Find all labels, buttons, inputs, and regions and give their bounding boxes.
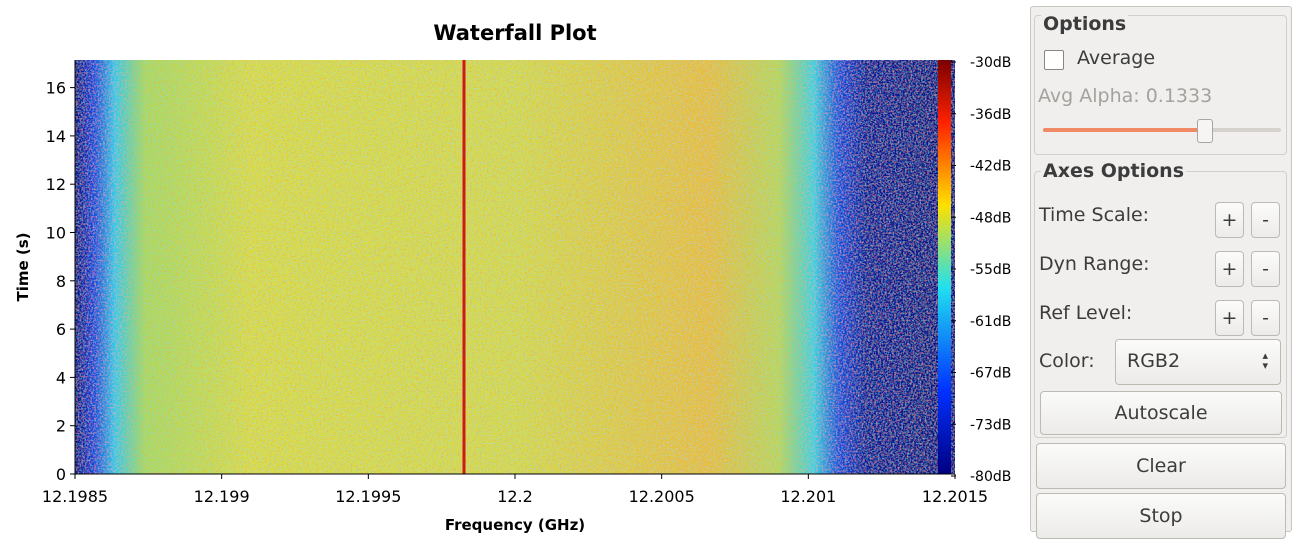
options-title: Options xyxy=(1041,13,1129,35)
y-tick-label: 16 xyxy=(46,79,66,98)
axes-options-title: Axes Options xyxy=(1041,160,1187,182)
plus-button[interactable]: + xyxy=(1215,202,1244,238)
minus-button[interactable]: - xyxy=(1251,300,1280,336)
color-label: Color: xyxy=(1039,350,1095,372)
x-tick-label: 12.1985 xyxy=(42,487,108,506)
row-label: Dyn Range: xyxy=(1039,253,1150,275)
waterfall-plot: Waterfall Plot Frequency (GHz) Time (s) … xyxy=(14,21,1011,534)
colorbar-tick-label: -48dB xyxy=(970,210,1011,226)
y-tick-label: 12 xyxy=(46,175,66,194)
colorbar-tick-label: -42dB xyxy=(970,159,1011,175)
clear-button[interactable]: Clear xyxy=(1036,443,1286,489)
slider-handle[interactable] xyxy=(1197,119,1213,143)
plot-title: Waterfall Plot xyxy=(433,21,596,45)
y-tick-label: 2 xyxy=(56,417,66,436)
average-label[interactable]: Average xyxy=(1077,47,1156,69)
colorbar-tick-label: -36dB xyxy=(970,107,1011,123)
options-frame xyxy=(1034,15,1287,155)
y-tick-label: 0 xyxy=(56,465,66,484)
color-select[interactable]: RGB2 ▴ ▾ xyxy=(1115,339,1281,385)
plus-button[interactable]: + xyxy=(1215,300,1244,336)
control-panel: Options Average Avg Alpha: 0.1333 Axes O… xyxy=(1030,6,1292,539)
y-axis-label: Time (s) xyxy=(14,232,32,301)
y-tick-label: 8 xyxy=(56,272,66,291)
colorbar-tick-label: -61dB xyxy=(970,314,1011,330)
x-tick-label: 12.2 xyxy=(497,487,533,506)
minus-button[interactable]: - xyxy=(1251,202,1280,238)
x-axis-label: Frequency (GHz) xyxy=(445,516,585,534)
colorbar-tick-label: -55dB xyxy=(970,262,1011,278)
y-tick-label: 6 xyxy=(56,320,66,339)
colorbar-tick-label: -73dB xyxy=(970,417,1011,433)
colorbar-tick-label: -30dB xyxy=(970,55,1011,71)
colorbar-tick-label: -67dB xyxy=(970,366,1011,382)
x-tick-label: 12.199 xyxy=(194,487,250,506)
row-label: Ref Level: xyxy=(1039,302,1133,324)
select-arrows: ▴ ▾ xyxy=(1262,349,1268,372)
signal-line xyxy=(462,60,466,474)
row-label: Time Scale: xyxy=(1039,204,1150,226)
y-tick-label: 4 xyxy=(56,368,66,387)
colorbar xyxy=(938,60,951,474)
autoscale-button[interactable]: Autoscale xyxy=(1040,391,1282,435)
x-tick-label: 12.1995 xyxy=(335,487,401,506)
y-tick-label: 14 xyxy=(46,127,66,146)
color-value: RGB2 xyxy=(1127,350,1181,372)
y-tick-label: 10 xyxy=(46,224,66,243)
minus-button[interactable]: - xyxy=(1251,251,1280,287)
slider-fill xyxy=(1043,128,1205,132)
x-tick-label: 12.2005 xyxy=(629,487,695,506)
plus-button[interactable]: + xyxy=(1215,251,1244,287)
avg-alpha-label: Avg Alpha: 0.1333 xyxy=(1038,85,1213,107)
colorbar-tick-label: -80dB xyxy=(970,469,1011,485)
average-checkbox[interactable] xyxy=(1044,50,1064,70)
x-tick-label: 12.2015 xyxy=(922,487,988,506)
stop-button[interactable]: Stop xyxy=(1036,493,1286,539)
waterfall-image xyxy=(75,60,955,474)
x-tick-label: 12.201 xyxy=(780,487,836,506)
